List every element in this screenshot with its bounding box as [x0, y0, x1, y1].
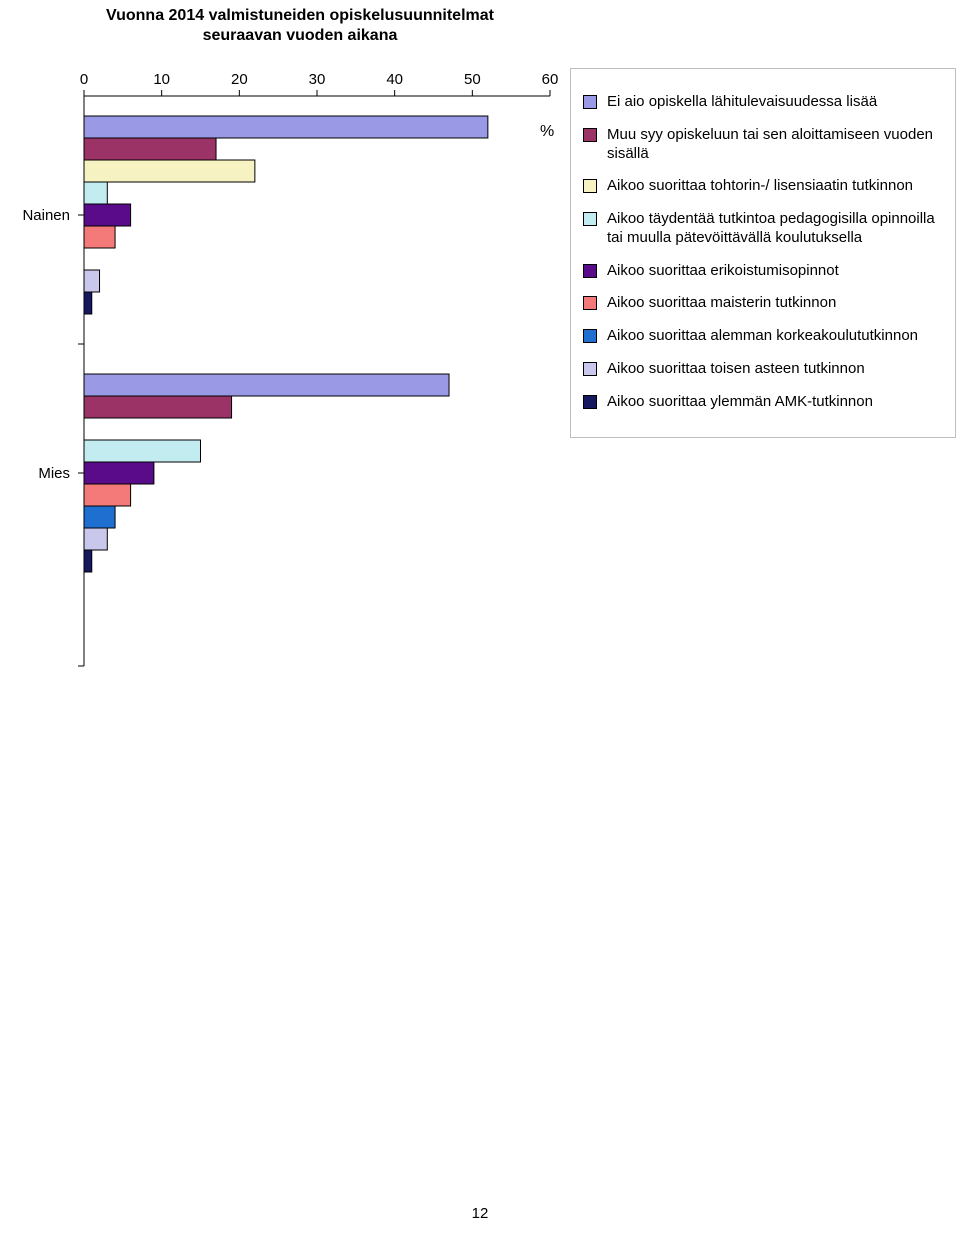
bar	[84, 138, 216, 160]
bar	[84, 506, 115, 528]
bar	[84, 160, 255, 182]
bar	[84, 396, 232, 418]
bar	[84, 484, 131, 506]
bar	[84, 528, 107, 550]
legend-label: Aikoo suorittaa erikoistumisopinnot	[607, 262, 943, 281]
legend-item: Aikoo suorittaa tohtorin-/ lisensiaatin …	[583, 177, 943, 196]
svg-text:0: 0	[80, 71, 88, 88]
svg-text:50: 50	[464, 71, 481, 88]
legend-swatch	[583, 179, 597, 193]
legend-label: Aikoo suorittaa alemman korkeakoulututki…	[607, 327, 943, 346]
legend-item: Ei aio opiskella lähitulevaisuudessa lis…	[583, 93, 943, 112]
bar	[84, 440, 201, 462]
bar	[84, 462, 154, 484]
title-line-2: seuraavan vuoden aikana	[203, 27, 398, 44]
legend-label: Ei aio opiskella lähitulevaisuudessa lis…	[607, 93, 943, 112]
category-label: Nainen	[22, 207, 70, 224]
legend-item: Aikoo suorittaa alemman korkeakoulututki…	[583, 327, 943, 346]
legend-swatch	[583, 95, 597, 109]
legend-label: Aikoo suorittaa maisterin tutkinnon	[607, 294, 943, 313]
svg-text:20: 20	[231, 71, 248, 88]
legend-swatch	[583, 128, 597, 142]
legend-label: Aikoo suorittaa tohtorin-/ lisensiaatin …	[607, 177, 943, 196]
legend-swatch	[583, 264, 597, 278]
bar	[84, 270, 100, 292]
title-line-1: Vuonna 2014 valmistuneiden opiskelusuunn…	[106, 7, 494, 24]
bar	[84, 374, 449, 396]
svg-text:10: 10	[153, 71, 170, 88]
legend-label: Muu syy opiskeluun tai sen aloittamiseen…	[607, 126, 943, 164]
legend-item: Aikoo suorittaa toisen asteen tutkinnon	[583, 360, 943, 379]
legend-label: Aikoo täydentää tutkintoa pedagogisilla …	[607, 210, 943, 248]
legend-item: Aikoo suorittaa ylemmän AMK-tutkinnon	[583, 393, 943, 412]
legend-swatch	[583, 395, 597, 409]
bar	[84, 204, 131, 226]
legend-label: Aikoo suorittaa ylemmän AMK-tutkinnon	[607, 393, 943, 412]
bar	[84, 116, 488, 138]
bar	[84, 292, 92, 314]
chart-title: Vuonna 2014 valmistuneiden opiskelusuunn…	[0, 6, 600, 46]
bar	[84, 226, 115, 248]
svg-text:60: 60	[542, 71, 559, 88]
legend-box: Ei aio opiskella lähitulevaisuudessa lis…	[570, 68, 956, 438]
legend-swatch	[583, 212, 597, 226]
legend-item: Aikoo suorittaa maisterin tutkinnon	[583, 294, 943, 313]
legend-item: Aikoo suorittaa erikoistumisopinnot	[583, 262, 943, 281]
svg-text:40: 40	[386, 71, 403, 88]
svg-text:30: 30	[309, 71, 326, 88]
legend-item: Muu syy opiskeluun tai sen aloittamiseen…	[583, 126, 943, 164]
page-number: 12	[0, 1205, 960, 1222]
bar	[84, 182, 107, 204]
chart-area: 0 10 20 30 40 50 60 Nainen Mies%	[0, 66, 560, 701]
legend-swatch	[583, 296, 597, 310]
legend-swatch	[583, 329, 597, 343]
legend-swatch	[583, 362, 597, 376]
bar-chart: 0 10 20 30 40 50 60 Nainen Mies%	[0, 66, 560, 696]
category-label: Mies	[38, 465, 70, 482]
svg-text:%: %	[540, 123, 554, 140]
bar	[84, 550, 92, 572]
legend-item: Aikoo täydentää tutkintoa pedagogisilla …	[583, 210, 943, 248]
legend-label: Aikoo suorittaa toisen asteen tutkinnon	[607, 360, 943, 379]
